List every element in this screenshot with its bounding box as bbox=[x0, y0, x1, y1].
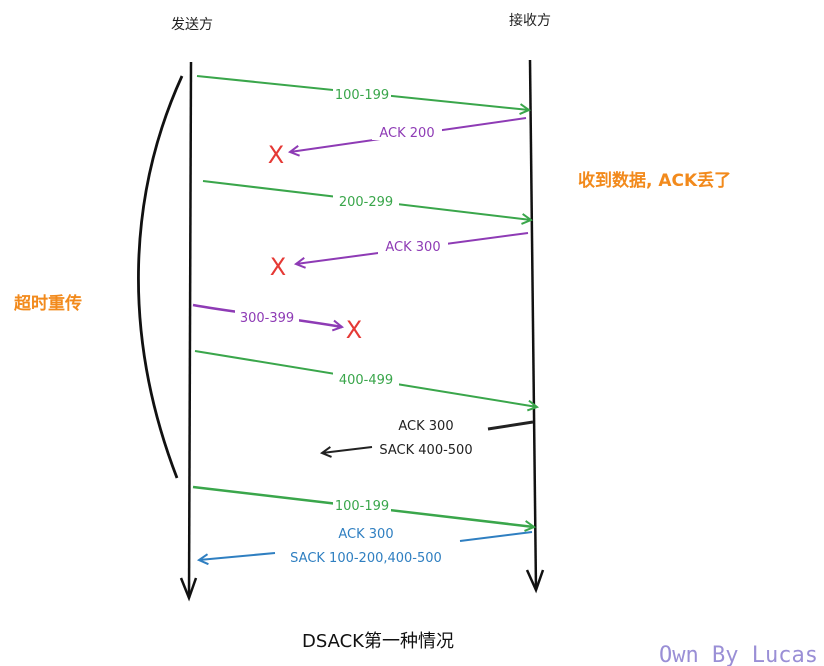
ack-label: ACK 300 bbox=[385, 240, 440, 255]
lost-marker-1: X bbox=[268, 141, 284, 169]
lost-marker-2: X bbox=[270, 253, 286, 281]
segment-label: 200-299 bbox=[339, 195, 393, 210]
receiver-header: 接收方 bbox=[509, 12, 551, 29]
segment-label: 400-499 bbox=[339, 373, 393, 388]
timeout-retransmit-note: 超时重传 bbox=[14, 293, 82, 314]
segment-label: 300-399 bbox=[240, 311, 294, 326]
segment-label: 100-199 bbox=[335, 499, 389, 514]
dsack-arrow: ACK 300 SACK 100-200,400-500 bbox=[199, 527, 533, 566]
segment-300-399-arrow: 300-399 bbox=[192, 303, 342, 327]
sack-label: SACK 100-200,400-500 bbox=[290, 551, 442, 566]
ack-label: ACK 300 bbox=[338, 527, 393, 542]
segment-400-499-arrow: 400-499 bbox=[194, 350, 537, 407]
watermark: Own By Lucas bbox=[659, 643, 818, 666]
timeout-brace bbox=[137, 75, 184, 479]
diagram-title: DSACK第一种情况 bbox=[302, 631, 454, 652]
retransmit-100-199-arrow: 100-199 bbox=[192, 485, 534, 527]
ack-lost-note: 收到数据, ACK丢了 bbox=[578, 170, 731, 191]
sack-label: SACK 400-500 bbox=[379, 443, 472, 458]
sack-400-500-arrow: ACK 300 SACK 400-500 bbox=[322, 419, 534, 458]
segment-200-299-arrow: 200-299 bbox=[202, 180, 531, 220]
sender-header: 发送方 bbox=[171, 17, 213, 33]
receiver-timeline bbox=[525, 59, 545, 594]
ack-200-arrow: ACK 200 bbox=[290, 117, 527, 152]
segment-100-199-arrow: 100-199 bbox=[196, 75, 529, 110]
sender-timeline bbox=[179, 61, 198, 602]
lost-marker-3: X bbox=[346, 316, 362, 344]
segment-label: 100-199 bbox=[335, 88, 389, 103]
ack-label: ACK 200 bbox=[379, 126, 434, 141]
ack-label: ACK 300 bbox=[398, 419, 453, 434]
ack-300-arrow: ACK 300 bbox=[296, 232, 529, 264]
